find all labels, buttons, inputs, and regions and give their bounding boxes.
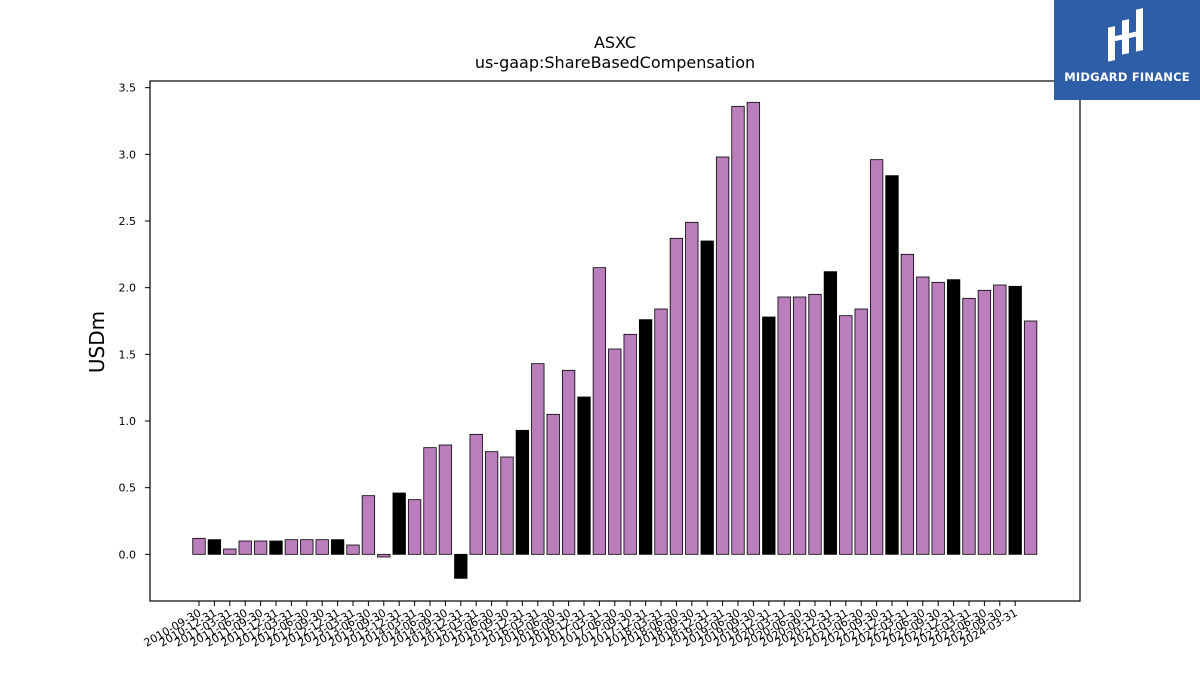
bar bbox=[392, 492, 406, 555]
brand-name: MIDGARD FINANCE bbox=[1064, 70, 1190, 84]
bar bbox=[207, 539, 222, 555]
bar bbox=[916, 276, 930, 555]
bar bbox=[1008, 285, 1022, 555]
bar bbox=[284, 539, 299, 555]
bar bbox=[962, 297, 976, 555]
bar bbox=[700, 240, 714, 555]
bar bbox=[561, 369, 576, 555]
bar bbox=[777, 296, 791, 555]
bar bbox=[669, 237, 684, 555]
bar bbox=[900, 253, 915, 555]
bar bbox=[931, 281, 945, 555]
bar bbox=[977, 289, 992, 555]
bar bbox=[792, 296, 807, 555]
bar bbox=[638, 319, 653, 555]
y-tick-label: 1.5 bbox=[119, 348, 137, 361]
y-tick-label: 3.0 bbox=[119, 148, 137, 161]
bar bbox=[993, 284, 1007, 555]
bar bbox=[377, 553, 391, 558]
bar bbox=[546, 413, 560, 555]
chart-subtitle: us-gaap:ShareBasedCompensation bbox=[475, 53, 755, 72]
bar bbox=[423, 447, 437, 555]
bar bbox=[654, 308, 668, 555]
bar bbox=[839, 315, 853, 555]
bar bbox=[531, 363, 545, 555]
bar bbox=[346, 544, 360, 555]
bar bbox=[454, 553, 468, 579]
midgard-logo-icon bbox=[1108, 8, 1143, 62]
bar bbox=[885, 175, 899, 555]
bar bbox=[854, 308, 868, 555]
bar bbox=[238, 540, 252, 555]
bar bbox=[300, 539, 314, 555]
bar bbox=[746, 101, 761, 555]
bar bbox=[869, 159, 884, 555]
bar bbox=[330, 539, 345, 555]
bar bbox=[315, 539, 329, 555]
bar bbox=[592, 267, 607, 555]
bar bbox=[577, 396, 591, 555]
bar bbox=[253, 540, 268, 555]
bar bbox=[484, 451, 499, 555]
plot-frame bbox=[149, 80, 1081, 602]
bar bbox=[361, 495, 376, 555]
bar bbox=[269, 540, 283, 555]
midgard-finance-logo: MIDGARD FINANCE bbox=[1054, 0, 1200, 100]
bar bbox=[1023, 320, 1038, 555]
y-axis-label: USDm bbox=[85, 311, 109, 373]
bar bbox=[715, 156, 730, 555]
bar bbox=[608, 348, 622, 555]
bar bbox=[223, 548, 237, 555]
bar bbox=[823, 271, 838, 555]
y-tick-label: 0.5 bbox=[119, 482, 137, 495]
y-tick-label: 1.0 bbox=[119, 415, 137, 428]
y-tick-label: 0.0 bbox=[119, 548, 137, 561]
bar bbox=[192, 537, 206, 555]
bar bbox=[469, 433, 483, 555]
bar bbox=[500, 456, 514, 555]
bar bbox=[407, 499, 422, 555]
bar bbox=[515, 429, 530, 555]
bar bbox=[623, 333, 637, 555]
bar bbox=[808, 293, 822, 555]
y-tick-label: 3.5 bbox=[119, 82, 137, 95]
bar bbox=[762, 316, 776, 555]
bar bbox=[731, 105, 745, 555]
bars-layer bbox=[192, 101, 1038, 579]
chart-title: ASXC bbox=[594, 33, 636, 52]
y-axis-ticks: 0.0 0.5 1.0 1.5 2.0 2.5 3.0 3.5 bbox=[119, 82, 150, 561]
x-axis-ticks: 2010-09-302010-12-312011-03-312011-06-30… bbox=[142, 601, 1020, 650]
bar bbox=[438, 444, 453, 555]
y-tick-label: 2.5 bbox=[119, 215, 137, 228]
bar bbox=[685, 221, 699, 555]
bar bbox=[946, 279, 961, 555]
y-tick-label: 2.0 bbox=[119, 282, 137, 295]
